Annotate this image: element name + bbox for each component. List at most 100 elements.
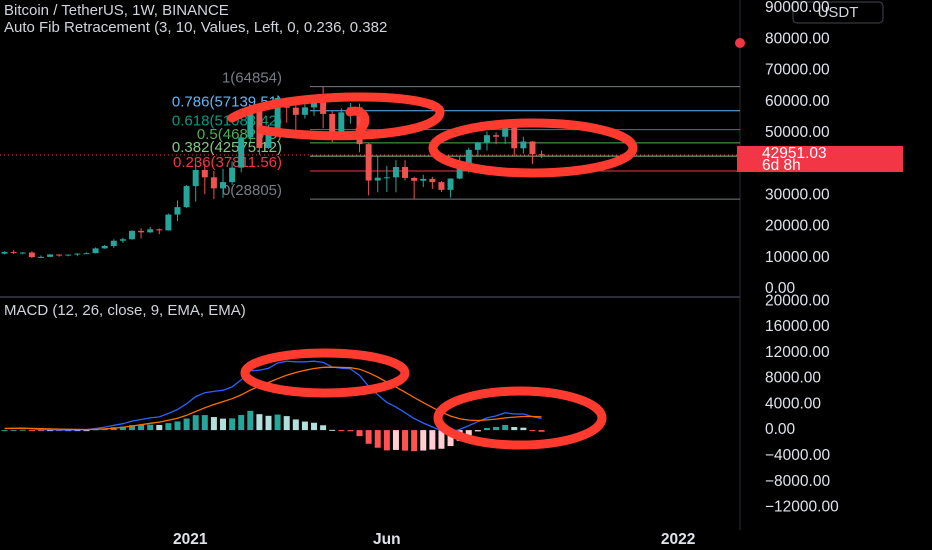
- histogram-bar: [429, 430, 436, 450]
- candle-body: [538, 154, 545, 156]
- candle-body: [210, 177, 217, 189]
- candle-body: [511, 127, 518, 149]
- histogram-bar: [320, 425, 327, 431]
- histogram-bar: [383, 430, 390, 451]
- candle-body: [229, 167, 236, 183]
- y-tick-label: 12000.00: [765, 344, 830, 361]
- histogram-bar: [47, 430, 54, 432]
- y-tick-label: 0.00: [765, 280, 796, 297]
- candle-body: [138, 230, 145, 233]
- candle-body: [483, 135, 490, 143]
- histogram-bar: [165, 423, 172, 431]
- candle-body: [311, 101, 318, 108]
- candle-body: [156, 229, 163, 231]
- histogram-bar: [220, 418, 227, 431]
- y-tick-label: −4000.00: [765, 447, 830, 464]
- histogram-bar: [411, 430, 418, 452]
- histogram-bar: [465, 430, 472, 436]
- annotations: [227, 92, 638, 450]
- candle-body: [265, 129, 272, 148]
- x-tick-label: Jun: [373, 531, 401, 548]
- y-tick-label: 8000.00: [765, 370, 821, 387]
- currency-label[interactable]: USDT: [818, 4, 859, 21]
- scribble: [240, 348, 410, 398]
- alert-dot: [735, 38, 745, 48]
- candle-body: [220, 182, 227, 189]
- histogram-bar: [511, 427, 518, 431]
- histogram-bar: [493, 426, 500, 431]
- candle-body: [465, 149, 472, 165]
- candle-body: [474, 142, 481, 150]
- histogram-bar: [37, 430, 44, 432]
- histogram-bar: [338, 430, 345, 432]
- candle-body: [374, 177, 381, 181]
- candle-body: [28, 252, 35, 258]
- histogram-bar: [256, 414, 263, 431]
- candle-body: [429, 178, 436, 183]
- histogram-bar: [238, 415, 245, 431]
- y-tick-label: 4000.00: [765, 395, 821, 412]
- candle-body: [174, 207, 181, 215]
- histogram-bar: [365, 430, 372, 444]
- histogram-bar: [329, 429, 336, 431]
- candle-body: [119, 239, 126, 241]
- y-tick-label: 80000.00: [765, 30, 830, 47]
- histogram-bar: [147, 424, 154, 431]
- candle-body: [365, 144, 372, 181]
- y-tick-label: 10000.00: [765, 249, 830, 266]
- candle-body: [456, 164, 463, 179]
- histogram-bar: [128, 425, 135, 431]
- candle-body: [301, 107, 308, 115]
- histogram-bar: [156, 424, 163, 431]
- histogram-bar: [19, 429, 26, 431]
- candle-body: [147, 229, 154, 233]
- histogram-bar: [210, 417, 217, 431]
- chart-title: Bitcoin / TetherUS, 1W, BINANCE: [4, 2, 229, 19]
- y-tick-label: 0.00: [765, 421, 796, 438]
- candle-body: [92, 248, 99, 254]
- fib-label: 0.236(37811.56): [173, 154, 282, 171]
- candle-body: [292, 107, 299, 115]
- histogram-bar: [301, 421, 308, 431]
- candle-body: [74, 253, 81, 255]
- y-tick-label: 20000.00: [765, 292, 830, 309]
- histogram-bar: [374, 430, 381, 448]
- currency-button[interactable]: [792, 1, 884, 24]
- histogram-bar: [274, 414, 281, 431]
- histogram-bar: [183, 418, 190, 431]
- histogram-bar: [402, 430, 409, 451]
- countdown-label: 6d 8h: [762, 157, 801, 174]
- histogram-bar: [529, 430, 536, 432]
- y-tick-label: 20000.00: [765, 218, 830, 235]
- candle-body: [110, 240, 117, 246]
- histogram-bar: [10, 429, 17, 431]
- candle-body: [183, 186, 190, 208]
- candle-body: [438, 182, 445, 190]
- candle-body: [411, 177, 418, 181]
- histogram-bar: [292, 419, 299, 431]
- signal-line: [4, 366, 542, 431]
- candle-body: [165, 214, 172, 231]
- candle-body: [1, 251, 8, 254]
- candle-body: [83, 253, 90, 255]
- histogram-bar: [420, 430, 427, 451]
- histogram-bar: [392, 430, 399, 450]
- scribble: [428, 118, 638, 178]
- candle-body: [10, 251, 17, 253]
- scribble: [433, 386, 607, 450]
- last-price-box: [737, 145, 903, 172]
- fib-label: 0(28805): [222, 182, 282, 199]
- histogram-bar: [265, 415, 272, 431]
- candle-body: [56, 254, 63, 256]
- scribble: [227, 92, 445, 141]
- histogram-bar: [520, 427, 527, 431]
- y-tick-label: 90000.00: [765, 0, 830, 16]
- candle-body: [383, 177, 390, 179]
- histogram-bar: [538, 430, 545, 432]
- candle-body: [392, 167, 399, 178]
- candle-body: [447, 178, 454, 190]
- candle-body: [201, 169, 208, 178]
- candle-body: [47, 254, 54, 257]
